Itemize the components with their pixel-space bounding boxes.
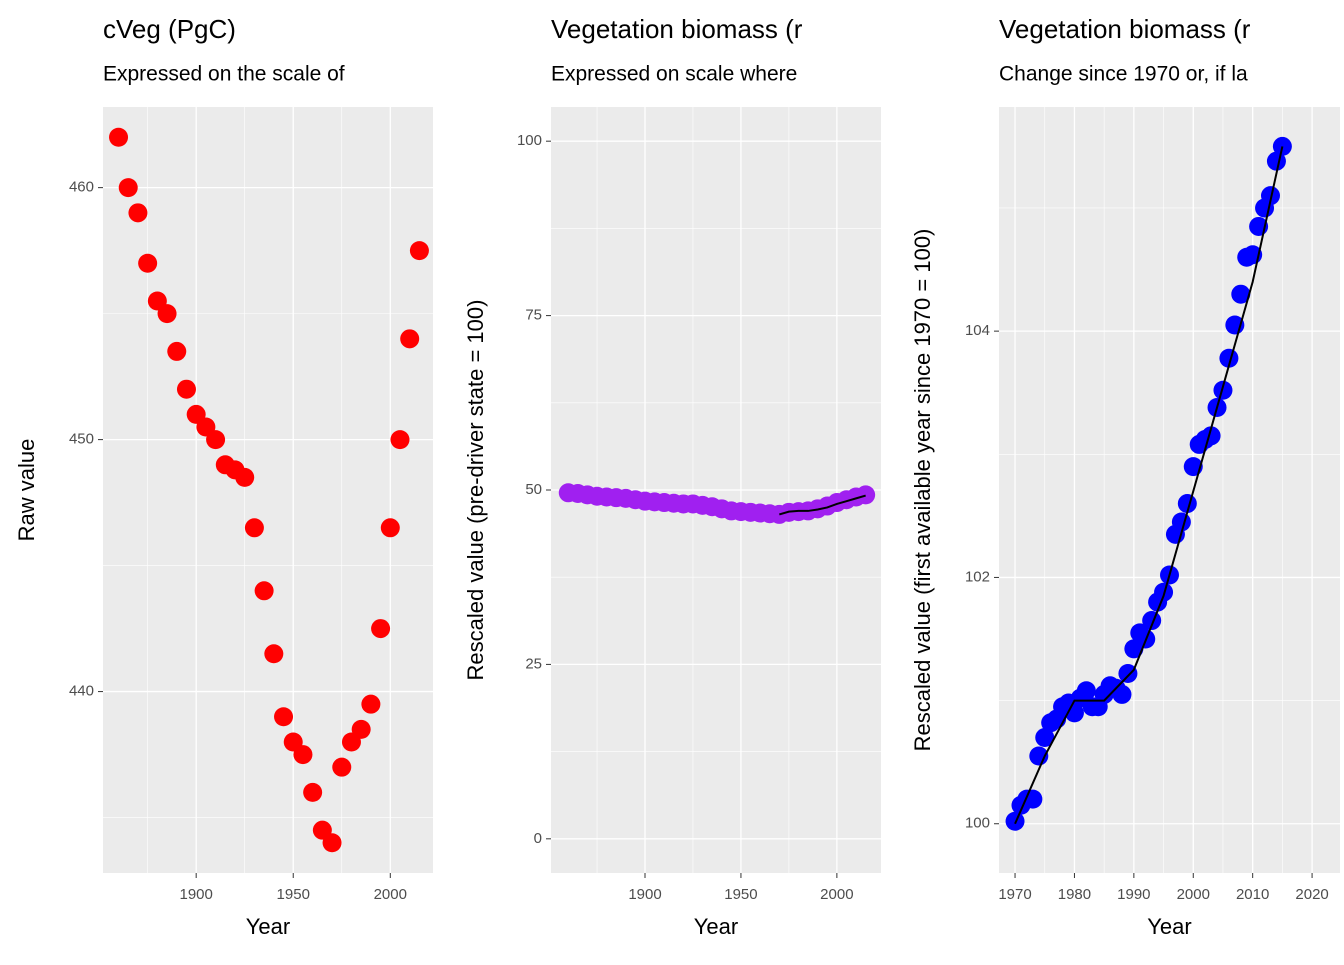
- point: [380, 518, 400, 538]
- point: [138, 253, 158, 273]
- x-axis-label: Year: [246, 914, 290, 939]
- point: [361, 694, 381, 714]
- point: [157, 304, 177, 324]
- y-tick-label: 104: [965, 322, 990, 339]
- trend-line: [779, 494, 866, 516]
- x-tick-label: 2010: [1236, 886, 1269, 903]
- x-tick-label: 2000: [374, 886, 407, 903]
- point: [409, 241, 429, 261]
- chart-title: cVeg (PgC): [103, 14, 236, 44]
- x-tick-label: 1980: [1058, 886, 1091, 903]
- point: [109, 127, 129, 147]
- titles: cVeg (PgC) Expressed on the scale of: [103, 14, 345, 86]
- point: [1118, 663, 1138, 683]
- plot-background: [999, 107, 1340, 873]
- y-tick-label: 75: [525, 307, 542, 324]
- x-tick-label: 1970: [998, 886, 1031, 903]
- titles: Vegetation biomass (r Expressed on scale …: [551, 14, 803, 86]
- point: [293, 745, 313, 765]
- y-tick-label: 100: [965, 815, 990, 832]
- x-axis-label: Year: [694, 914, 738, 939]
- y-tick-label: 100: [517, 132, 542, 149]
- x-tick-label: 1990: [1117, 886, 1150, 903]
- x-tick-label: 2000: [820, 886, 853, 903]
- chart-title: Vegetation biomass (r: [999, 14, 1251, 44]
- plot-area: [1005, 136, 1292, 831]
- point: [176, 379, 196, 399]
- point: [1213, 380, 1233, 400]
- plot-area: [109, 127, 429, 853]
- x-tick-label: 2020: [1295, 886, 1328, 903]
- point: [1154, 582, 1174, 602]
- y-tick-label: 0: [534, 830, 542, 847]
- point: [303, 782, 323, 802]
- panel: 1900 1950 2000 0 25 50 75 100 Vegetation biomass…: [463, 14, 881, 939]
- y-tick-label: 440: [69, 683, 94, 700]
- x-axis-label: Year: [1147, 914, 1191, 939]
- point: [1231, 284, 1251, 304]
- y-axis-label: Rescaled value (pre-driver state = 100): [463, 300, 488, 681]
- point: [264, 644, 284, 664]
- point: [167, 341, 187, 361]
- chart-title: Vegetation biomass (r: [551, 14, 803, 44]
- y-tick-label: 460: [69, 179, 94, 196]
- chart-subtitle: Change since 1970 or, if la: [999, 63, 1248, 86]
- x-tick-label: 1950: [277, 886, 310, 903]
- plot-area: [558, 483, 876, 524]
- x-tick-label: 1900: [628, 886, 661, 903]
- point: [1076, 681, 1096, 701]
- point: [1219, 348, 1239, 368]
- point: [1201, 426, 1221, 446]
- point: [235, 467, 255, 487]
- y-axis-label: Rescaled value (first available year sin…: [910, 229, 935, 752]
- point: [856, 485, 876, 505]
- point: [1112, 684, 1132, 704]
- titles: Vegetation biomass (r Change since 1970 o…: [999, 14, 1251, 86]
- point: [371, 619, 391, 639]
- point: [128, 203, 148, 223]
- y-axis-label: Raw value: [14, 439, 39, 542]
- point: [400, 329, 420, 349]
- x-tick-label: 1900: [179, 886, 212, 903]
- point: [322, 833, 342, 853]
- point: [206, 430, 226, 450]
- trend-line: [1014, 146, 1284, 825]
- y-tick-label: 450: [69, 431, 94, 448]
- point: [332, 757, 352, 777]
- point: [244, 518, 264, 538]
- chart-subtitle: Expressed on the scale of: [103, 63, 345, 86]
- point: [1171, 512, 1191, 532]
- point: [1035, 728, 1055, 748]
- plot-background: [103, 107, 433, 873]
- x-tick-label: 1950: [724, 886, 757, 903]
- x-tick-label: 2000: [1177, 886, 1210, 903]
- y-tick-label: 102: [965, 568, 990, 585]
- point: [390, 430, 410, 450]
- y-tick-label: 25: [525, 655, 542, 672]
- point: [351, 719, 371, 739]
- panel: 1900 1950 2000 440 450 460 cVeg (PgC) Expressed…: [14, 14, 433, 939]
- panel: 1970 1980 1990 2000 2010 2020 100 102 104 Vegetat…: [910, 14, 1340, 939]
- chart-subtitle: Expressed on scale where: [551, 63, 797, 86]
- y-tick-label: 50: [525, 481, 542, 498]
- point: [1260, 186, 1280, 206]
- point: [274, 707, 294, 727]
- point: [118, 178, 138, 198]
- point: [254, 581, 274, 601]
